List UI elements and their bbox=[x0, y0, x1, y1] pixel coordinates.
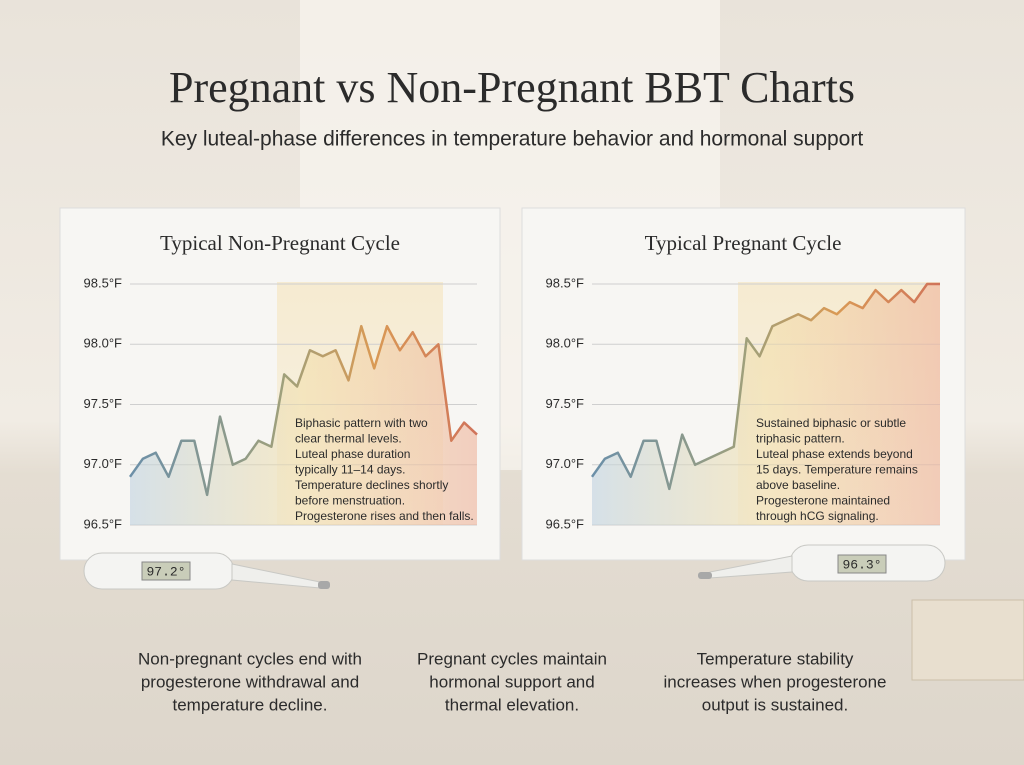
chart-title: Typical Pregnant Cycle bbox=[645, 231, 842, 255]
annotation: Sustained biphasic or subtle bbox=[756, 416, 906, 430]
annotation: Luteal phase extends beyond bbox=[756, 447, 913, 461]
annotation: Biphasic pattern with two bbox=[295, 416, 428, 430]
captions: Non-pregnant cycles end with progesterone… bbox=[138, 649, 887, 714]
annotation: 15 days. Temperature remains bbox=[756, 463, 918, 477]
thermometer: 96.3° bbox=[698, 544, 946, 582]
y-tick-label: 98.0°F bbox=[84, 336, 123, 351]
annotation: Temperature declines shortly bbox=[295, 478, 448, 492]
thermometer-reading: 96.3° bbox=[842, 557, 881, 572]
annotation: typically 11–14 days. bbox=[295, 463, 406, 477]
annotation: through hCG signaling. bbox=[756, 509, 879, 523]
caption: temperature decline. bbox=[173, 695, 328, 714]
annotation: before menstruation. bbox=[295, 494, 405, 508]
title: Pregnant vs Non-Pregnant BBT Charts bbox=[169, 63, 855, 112]
y-tick-label: 98.5°F bbox=[546, 275, 585, 290]
chart-title: Typical Non-Pregnant Cycle bbox=[160, 231, 400, 255]
caption: output is sustained. bbox=[702, 695, 848, 714]
annotation: Progesterone maintained bbox=[756, 494, 890, 508]
area-fill bbox=[592, 284, 940, 525]
y-tick-label: 96.5°F bbox=[546, 516, 585, 531]
caption: thermal elevation. bbox=[445, 695, 579, 714]
area-fill bbox=[130, 326, 477, 525]
annotation: Progesterone rises and then falls. bbox=[295, 509, 474, 523]
y-tick-label: 97.5°F bbox=[84, 396, 123, 411]
subtitle: Key luteal-phase differences in temperat… bbox=[161, 128, 864, 151]
annotation: above baseline. bbox=[756, 478, 840, 492]
y-tick-label: 97.0°F bbox=[546, 456, 585, 471]
y-tick-label: 98.0°F bbox=[546, 336, 585, 351]
caption: progesterone withdrawal and bbox=[141, 672, 359, 691]
caption: Temperature stability bbox=[697, 649, 854, 668]
y-tick-label: 97.0°F bbox=[84, 456, 123, 471]
y-tick-label: 98.5°F bbox=[84, 275, 123, 290]
annotation: triphasic pattern. bbox=[756, 432, 845, 446]
caption: Pregnant cycles maintain bbox=[417, 649, 607, 668]
caption: increases when progesterone bbox=[663, 672, 886, 691]
y-tick-label: 97.5°F bbox=[546, 396, 585, 411]
caption: hormonal support and bbox=[429, 672, 594, 691]
caption: Non-pregnant cycles end with bbox=[138, 649, 362, 668]
y-tick-label: 96.5°F bbox=[84, 516, 123, 531]
charts: 96.5°F 97.0°F 97.5°F 98.0°F 98.5°F Typical No… bbox=[84, 231, 940, 531]
bbt-line bbox=[128, 324, 478, 497]
bbt-line bbox=[590, 282, 940, 491]
book bbox=[911, 599, 1024, 681]
thermometer: 97.2° bbox=[83, 552, 330, 590]
annotation: clear thermal levels. bbox=[295, 432, 402, 446]
annotation: Luteal phase duration bbox=[295, 447, 410, 461]
thermometer-reading: 97.2° bbox=[146, 564, 185, 579]
